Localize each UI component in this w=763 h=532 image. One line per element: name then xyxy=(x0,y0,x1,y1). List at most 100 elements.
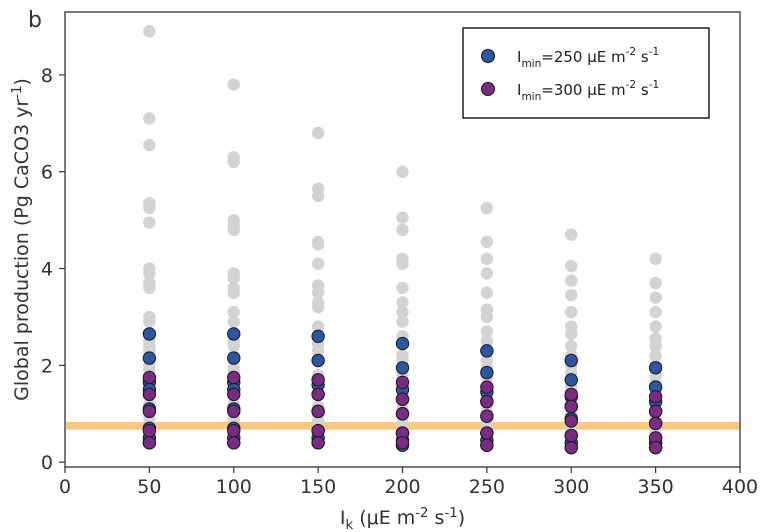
data-point xyxy=(480,310,494,324)
x-axis-label: Ik (μE m-2 s-1) xyxy=(340,506,465,532)
data-point xyxy=(480,334,494,348)
data-point xyxy=(564,414,578,428)
data-point xyxy=(564,387,578,402)
data-point xyxy=(565,288,578,302)
data-point xyxy=(311,353,325,368)
plot-area xyxy=(66,25,739,455)
data-point xyxy=(395,392,410,406)
data-point xyxy=(564,353,578,368)
data-point xyxy=(480,201,494,215)
data-point xyxy=(142,351,157,365)
data-point xyxy=(565,259,578,273)
data-point xyxy=(649,276,662,290)
data-point xyxy=(227,404,241,419)
data-point xyxy=(480,325,494,338)
data-point xyxy=(311,404,325,419)
data-point xyxy=(311,257,325,270)
data-point xyxy=(480,252,494,266)
data-point xyxy=(143,25,156,38)
data-point xyxy=(143,216,156,229)
panel-label: b xyxy=(28,8,42,33)
data-point xyxy=(143,315,156,328)
data-point xyxy=(480,409,494,423)
data-point xyxy=(143,281,156,295)
data-point xyxy=(649,320,662,333)
data-point xyxy=(565,305,578,319)
data-point xyxy=(227,286,240,299)
data-point xyxy=(396,211,409,224)
data-point xyxy=(311,126,325,140)
data-point xyxy=(311,238,325,251)
data-point xyxy=(480,438,494,452)
data-point xyxy=(311,344,325,358)
data-point xyxy=(649,349,662,362)
data-point xyxy=(227,223,240,237)
data-point xyxy=(480,235,494,249)
data-point xyxy=(564,440,578,455)
legend-box xyxy=(462,27,710,119)
data-point xyxy=(227,155,240,169)
data-point xyxy=(143,201,156,215)
data-point xyxy=(648,361,663,375)
legend-marker xyxy=(481,82,495,96)
data-point xyxy=(227,305,240,319)
y-tick-label: 4 xyxy=(41,259,53,281)
data-point xyxy=(311,301,325,314)
data-point xyxy=(395,436,410,450)
data-point xyxy=(396,417,409,430)
data-point xyxy=(648,440,663,455)
data-point xyxy=(227,436,241,450)
data-point xyxy=(565,274,578,287)
data-point xyxy=(565,327,578,341)
data-point xyxy=(227,272,240,285)
data-point xyxy=(227,387,241,402)
data-point xyxy=(649,291,662,304)
data-point xyxy=(649,305,662,319)
data-point xyxy=(396,305,409,319)
data-point xyxy=(227,78,240,91)
y-tick-label: 2 xyxy=(41,355,53,377)
data-point xyxy=(648,390,663,404)
data-point xyxy=(311,189,325,203)
legend-label: Imin=300 μE m-2 s-1 xyxy=(517,79,659,103)
series-2 xyxy=(142,370,663,455)
x-tick-label: 100 xyxy=(216,476,252,498)
data-point xyxy=(311,373,325,387)
data-point xyxy=(227,370,241,385)
data-point xyxy=(396,165,409,178)
y-axis-label: Global production (Pg CaCO3 yr-1) xyxy=(10,78,33,401)
data-point xyxy=(142,327,157,341)
x-tick-label: 350 xyxy=(637,476,673,498)
data-point xyxy=(142,436,157,450)
x-tick-label: 300 xyxy=(553,476,589,498)
data-point xyxy=(649,252,662,266)
y-tick-label: 8 xyxy=(41,65,53,87)
data-point xyxy=(311,436,325,450)
data-point xyxy=(480,426,494,440)
data-point xyxy=(227,423,241,438)
x-tick-label: 200 xyxy=(384,476,420,498)
data-point xyxy=(396,296,409,309)
x-tick-label: 50 xyxy=(137,476,161,498)
data-point xyxy=(396,223,409,237)
data-point xyxy=(648,404,663,419)
data-point xyxy=(648,416,663,431)
data-point xyxy=(311,286,325,299)
data-point xyxy=(480,267,494,280)
data-point xyxy=(311,414,325,428)
data-point xyxy=(227,351,241,365)
data-point xyxy=(480,380,494,394)
x-tick-label: 250 xyxy=(469,476,505,498)
data-point xyxy=(143,138,156,152)
legend-marker xyxy=(481,49,495,63)
data-point xyxy=(311,423,325,438)
x-tick-label: 0 xyxy=(59,476,71,498)
data-point xyxy=(142,370,157,385)
data-point xyxy=(395,375,410,389)
data-point xyxy=(480,344,494,358)
y-tick-label: 0 xyxy=(41,452,53,474)
data-point xyxy=(480,365,494,380)
data-point xyxy=(395,361,410,375)
data-point xyxy=(311,329,325,344)
